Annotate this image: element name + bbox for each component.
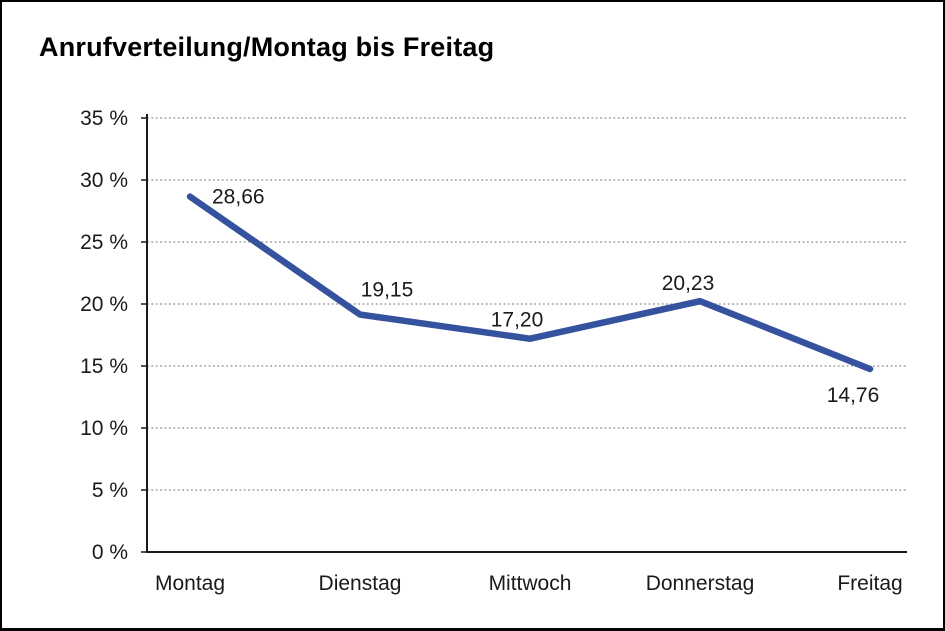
- data-value-label: 17,20: [491, 309, 544, 332]
- y-axis-label: 35 %: [80, 107, 128, 130]
- x-axis-label: Dienstag: [319, 572, 402, 595]
- data-value-label: 14,76: [827, 384, 880, 407]
- y-axis-label: 15 %: [80, 355, 128, 378]
- x-axis-label: Freitag: [837, 572, 902, 595]
- data-value-label: 19,15: [361, 279, 414, 302]
- y-axis-label: 10 %: [80, 417, 128, 440]
- data-value-label: 20,23: [662, 272, 715, 295]
- x-axis-label: Mittwoch: [489, 572, 572, 595]
- y-axis-label: 25 %: [80, 231, 128, 254]
- y-axis-label: 0 %: [92, 541, 128, 564]
- data-value-label: 28,66: [212, 186, 265, 209]
- y-axis-label: 30 %: [80, 169, 128, 192]
- data-line: [186, 193, 874, 373]
- x-axis-label: Montag: [155, 572, 225, 595]
- chart-title: Anrufverteilung/Montag bis Freitag: [39, 32, 495, 62]
- y-axis-label: 20 %: [80, 293, 128, 316]
- y-axis-label: 5 %: [92, 479, 128, 502]
- x-axis-label: Donnerstag: [646, 572, 755, 595]
